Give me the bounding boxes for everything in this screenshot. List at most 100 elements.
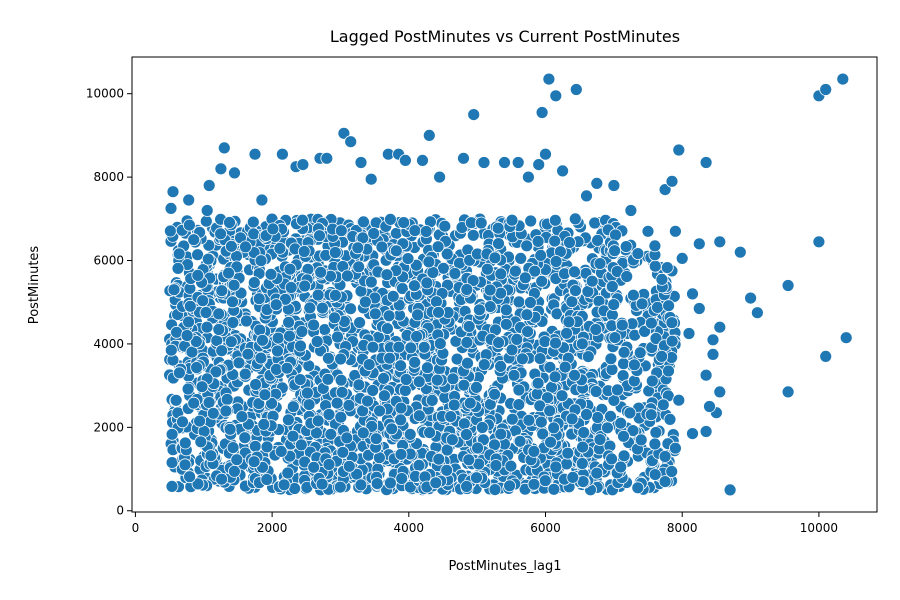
data-point (310, 335, 324, 348)
data-point (191, 248, 205, 262)
data-point (281, 413, 295, 427)
data-point (544, 435, 557, 449)
data-point (395, 472, 409, 485)
data-point (315, 477, 329, 491)
data-point (342, 398, 356, 412)
data-point (565, 412, 579, 426)
data-point (631, 247, 645, 261)
data-point (593, 257, 607, 271)
data-point (403, 427, 417, 441)
data-point (665, 316, 679, 330)
data-point (512, 398, 526, 412)
data-point (202, 396, 216, 409)
data-point (569, 83, 583, 96)
data-point (373, 404, 387, 418)
data-point (369, 432, 383, 446)
data-point (488, 483, 502, 497)
data-point (542, 72, 556, 86)
data-point (394, 359, 408, 373)
data-point (577, 426, 591, 439)
data-point (407, 279, 421, 293)
data-point (274, 444, 288, 458)
data-point (655, 272, 669, 286)
data-point (561, 446, 575, 460)
data-point (182, 315, 196, 329)
data-point (655, 349, 669, 363)
data-point (483, 283, 497, 297)
data-point (669, 224, 682, 238)
data-point (172, 247, 186, 261)
data-point (605, 452, 618, 466)
data-point (180, 329, 194, 342)
data-point (692, 302, 706, 315)
data-point (239, 314, 253, 328)
data-point (352, 260, 366, 274)
data-point (230, 453, 244, 467)
data-point (335, 385, 349, 399)
data-point (215, 344, 229, 358)
data-point (461, 356, 474, 370)
data-point (635, 297, 649, 311)
data-point (617, 429, 630, 443)
data-point (260, 440, 274, 454)
data-point (334, 352, 348, 366)
data-point (474, 216, 488, 230)
data-point (164, 201, 178, 215)
data-point (382, 309, 396, 323)
data-point (601, 421, 614, 435)
data-point (527, 444, 541, 458)
data-point (411, 308, 425, 322)
data-point (619, 240, 633, 254)
data-point (217, 141, 231, 155)
data-point (499, 303, 513, 317)
data-point (321, 351, 335, 365)
data-point (562, 315, 576, 329)
x-axis: 0 2000 4000 6000 8000 10000 (132, 512, 838, 535)
data-point (313, 229, 326, 243)
data-point (533, 352, 547, 366)
data-point (254, 254, 268, 268)
data-point (512, 295, 526, 309)
data-point (334, 410, 348, 424)
y-tick-label: 6000 (93, 254, 124, 268)
data-point (314, 265, 328, 279)
data-point (466, 228, 480, 242)
data-point (692, 237, 706, 251)
data-point (398, 153, 412, 167)
data-point (227, 464, 241, 478)
data-point (563, 236, 576, 249)
data-point (503, 479, 517, 493)
data-point (239, 240, 252, 254)
data-point (227, 278, 241, 292)
data-point (614, 460, 628, 474)
data-point (223, 216, 236, 229)
data-point (344, 135, 358, 149)
data-point (238, 431, 252, 445)
data-point (576, 440, 589, 454)
data-point (665, 465, 679, 478)
data-point (392, 340, 406, 354)
data-point (429, 476, 443, 490)
data-point (627, 374, 641, 388)
data-point (322, 458, 336, 471)
x-tick-label: 8000 (667, 521, 698, 535)
data-point (333, 480, 347, 494)
data-point (590, 466, 604, 480)
data-point (588, 216, 602, 230)
data-point (298, 279, 312, 293)
data-point (226, 316, 240, 329)
data-point (568, 212, 582, 226)
data-point (165, 427, 179, 441)
data-point (733, 245, 747, 259)
data-point (665, 334, 679, 348)
data-point (164, 343, 178, 357)
data-point (249, 378, 263, 391)
data-point (433, 337, 447, 351)
data-point (433, 170, 447, 184)
data-point (255, 193, 269, 207)
data-point (575, 457, 589, 470)
data-point (354, 478, 368, 492)
data-point (368, 307, 382, 321)
data-point (248, 147, 262, 161)
data-point (617, 357, 630, 371)
